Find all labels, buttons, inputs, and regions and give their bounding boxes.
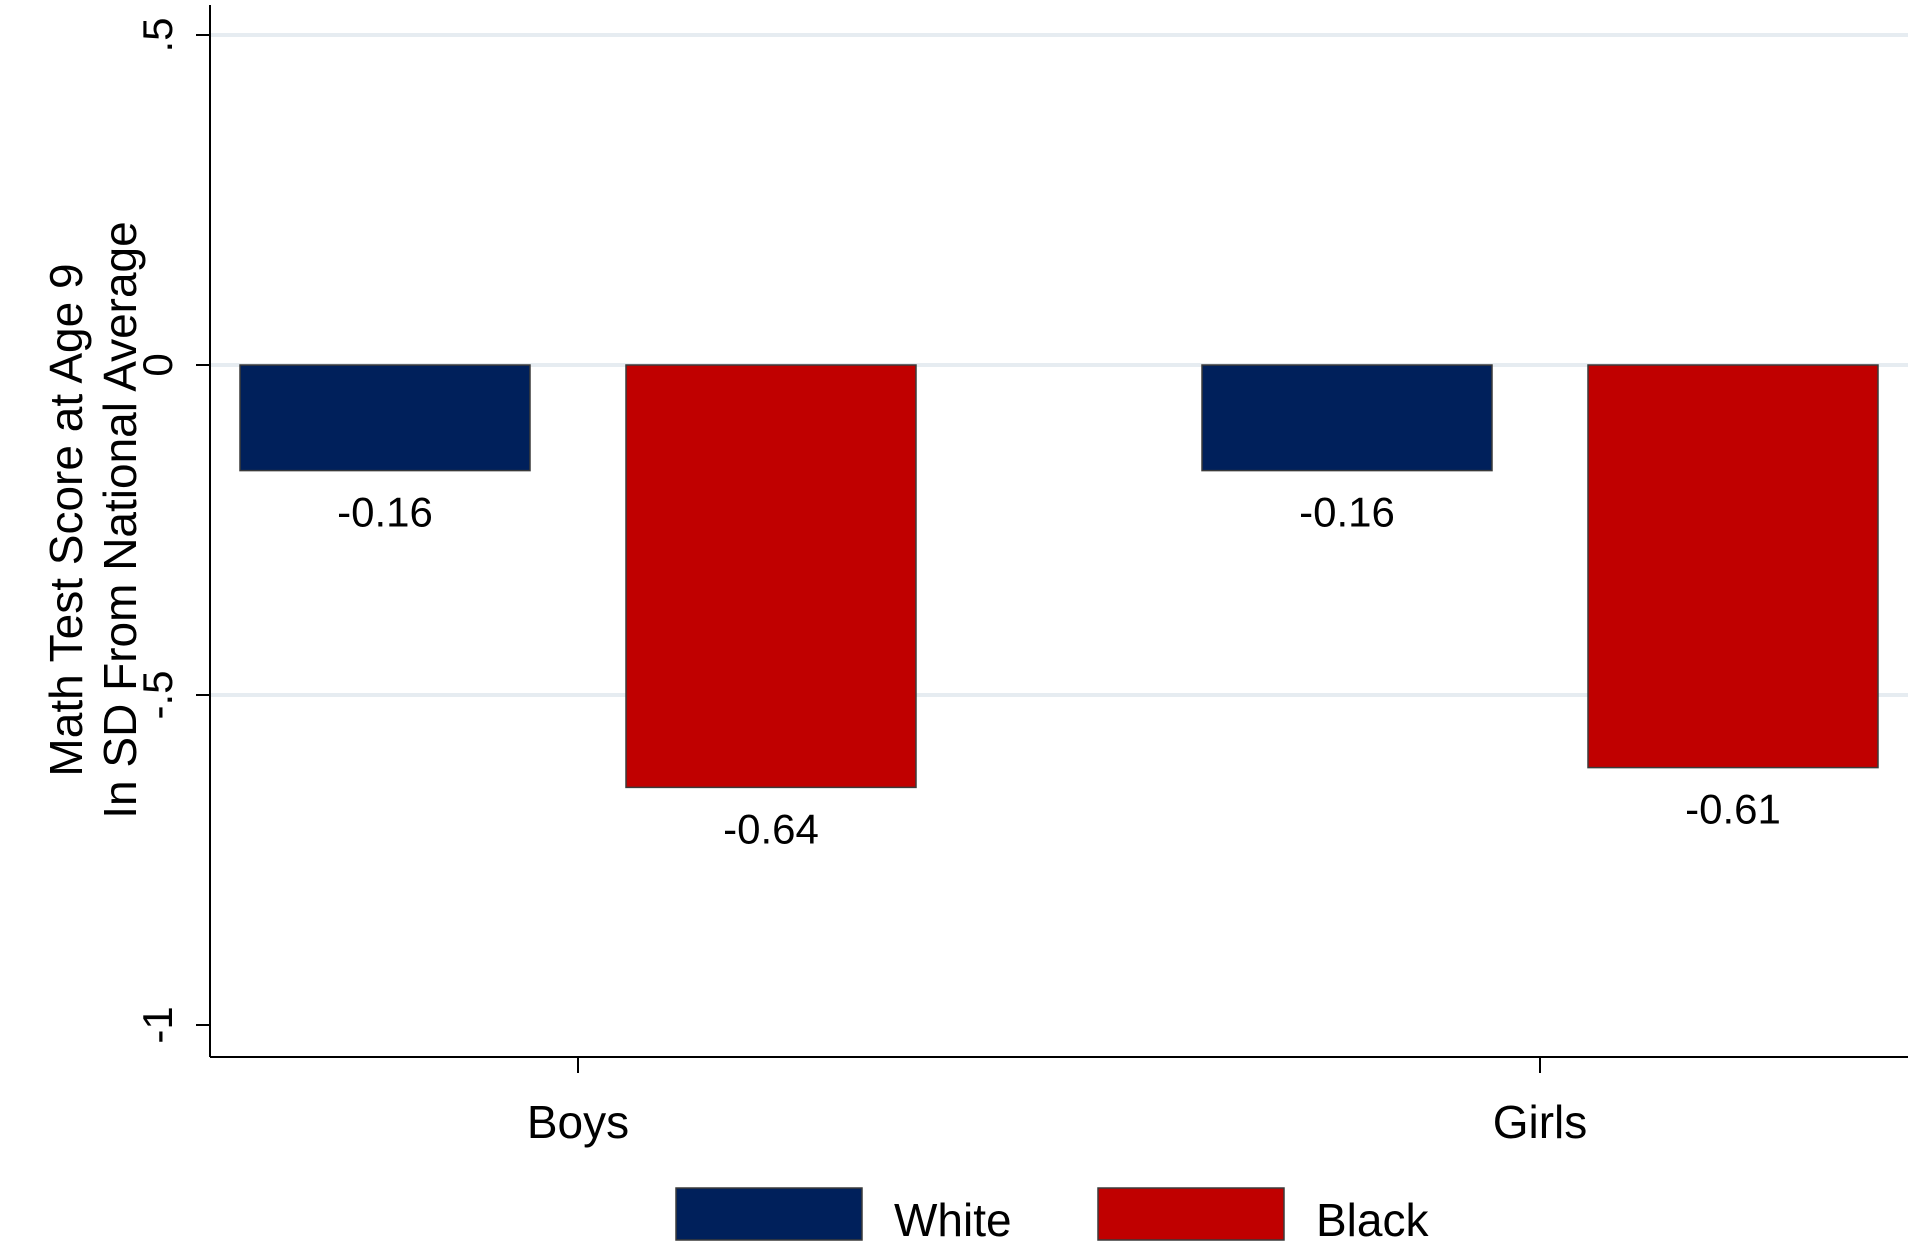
y-axis-title-line-2: In SD From National Average [94, 221, 146, 818]
y-axis: .5 0 -.5 -1 [134, 5, 211, 1057]
bars [239, 364, 1879, 789]
bar-white-girls [1201, 364, 1493, 472]
bar-black-boys [625, 364, 917, 789]
x-tick-label-boys: Boys [527, 1096, 629, 1148]
data-labels: -0.16 -0.64 -0.16 -0.61 [337, 489, 1781, 853]
y-tick-label: -1 [134, 1006, 181, 1043]
y-tick-label: .5 [134, 17, 181, 52]
bar-white-boys [239, 364, 531, 472]
y-axis-title-line-1: Math Test Score at Age 9 [40, 263, 92, 776]
y-tick-label: 0 [134, 353, 181, 376]
legend-swatch-white [675, 1187, 863, 1241]
legend-label-white: White [894, 1194, 1012, 1242]
data-label-black-girls: -0.61 [1685, 786, 1781, 833]
data-label-black-boys: -0.64 [723, 805, 819, 852]
bar-black-girls [1587, 364, 1879, 769]
data-label-white-boys: -0.16 [337, 489, 433, 536]
data-label-white-girls: -0.16 [1299, 489, 1395, 536]
legend-swatch-black [1097, 1187, 1285, 1241]
x-tick-label-girls: Girls [1493, 1096, 1588, 1148]
legend: White Black [675, 1187, 1429, 1242]
y-tick-label: -.5 [134, 670, 181, 719]
legend-label-black: Black [1316, 1194, 1429, 1242]
x-axis: Boys Girls [210, 1056, 1908, 1148]
